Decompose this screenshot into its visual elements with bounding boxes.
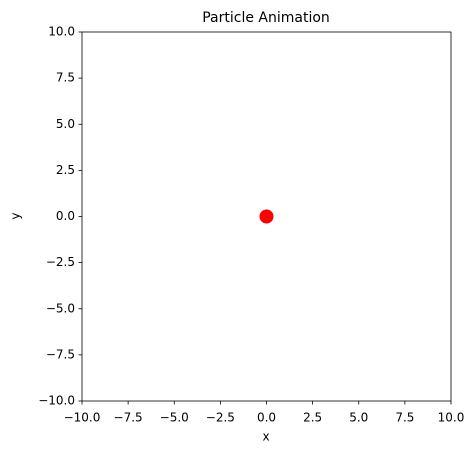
y-tick-label: 5.0 [56,117,75,131]
y-axis-label: y [9,212,23,219]
x-axis-label: x [262,430,269,444]
y-tick-label: 2.5 [56,163,75,177]
x-tick-label: 10.0 [438,411,465,425]
y-tick-label: 7.5 [56,71,75,85]
x-tick-label: 2.5 [303,411,322,425]
chart-title: Particle Animation [202,10,330,26]
y-tick-label: −10.0 [38,394,75,408]
y-tick-label: −2.5 [46,255,75,269]
y-tick-label: 0.0 [56,209,75,223]
y-tick-label: 10.0 [48,25,75,39]
x-tick-label: 5.0 [349,411,368,425]
x-tick-label: −5.0 [160,411,189,425]
y-tick-label: −5.0 [46,301,75,315]
y-tick-label: −7.5 [46,347,75,361]
x-tick-label: 0.0 [257,411,276,425]
particle [259,209,274,224]
x-tick-label: 7.5 [395,411,414,425]
x-tick-label: −10.0 [64,411,101,425]
x-tick-label: −7.5 [114,411,143,425]
x-tick-label: −2.5 [206,411,235,425]
